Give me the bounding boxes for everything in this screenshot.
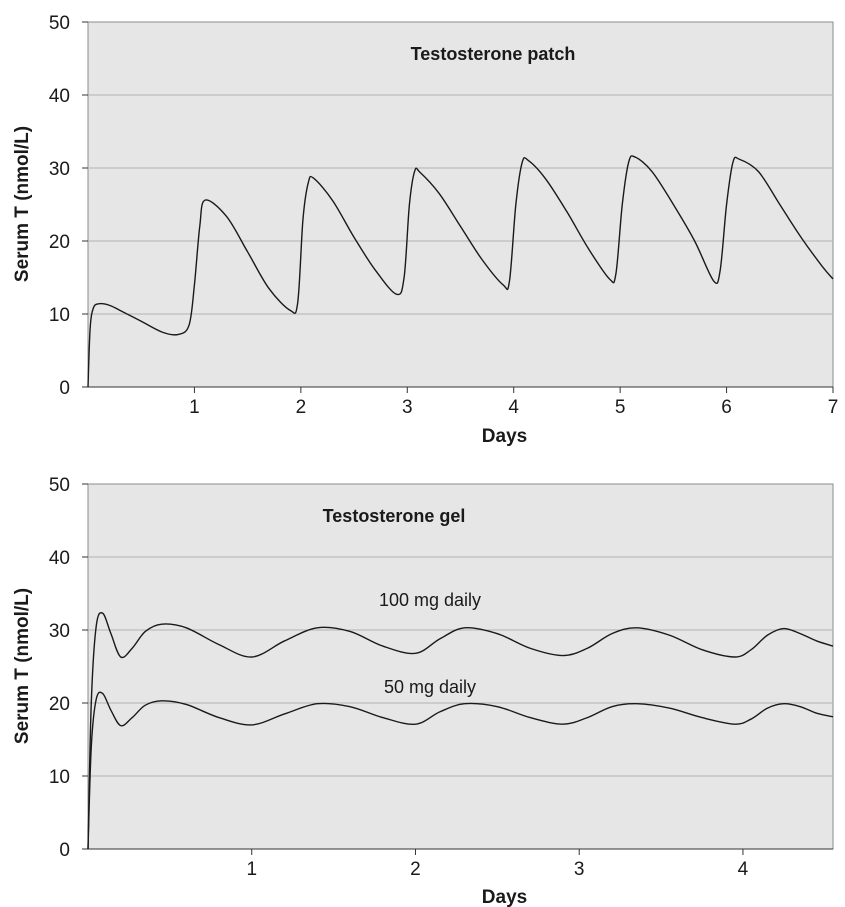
series-annotation: 50 mg daily [384,677,476,697]
y-tick-label: 40 [49,86,70,107]
y-tick-label: 10 [49,767,70,788]
x-tick-label: 4 [738,859,749,880]
x-tick-label: 1 [189,397,200,418]
x-tick-label: 2 [410,859,421,880]
y-tick-label: 50 [49,13,70,34]
y-tick-label: 0 [59,840,70,861]
x-axis-title: Days [482,887,527,907]
series-line-1 [87,155,834,388]
y-tick-label: 20 [49,232,70,253]
chart-title: Testosterone gel [323,506,466,526]
gel-chart: 0 10 20 30 40 50 1 2 3 4 Days Serum T (nmol/L) Testo… [12,475,834,907]
y-tick-label: 50 [49,475,70,496]
series-annotation: 100 mg daily [379,590,481,610]
series-line-2 [87,691,834,850]
y-axis-title: Serum T (nmol/L) [12,588,33,744]
y-tick-label: 30 [49,621,70,642]
series-line-1 [87,611,834,850]
y-tick-label: 40 [49,548,70,569]
x-tick-label: 6 [721,397,732,418]
patch-chart: 0 10 20 30 40 50 1 2 3 4 5 6 7 Days Serum T (nmol/L) Te… [12,13,838,447]
x-tick-label: 3 [402,397,413,418]
chart-title: Testosterone patch [411,44,576,64]
x-tick-label: 2 [296,397,307,418]
plot-area [87,483,834,850]
y-tick-label: 0 [59,378,70,399]
y-axis-title: Serum T (nmol/L) [12,126,33,282]
y-tick-label: 10 [49,305,70,326]
y-tick-label: 30 [49,159,70,180]
x-axis-title: Days [482,426,527,447]
y-tick-label: 20 [49,694,70,715]
x-tick-label: 3 [574,859,585,880]
x-tick-label: 4 [508,397,519,418]
x-tick-label: 1 [246,859,257,880]
x-tick-label: 7 [828,397,839,418]
plot-area [87,21,834,388]
x-tick-label: 5 [615,397,626,418]
